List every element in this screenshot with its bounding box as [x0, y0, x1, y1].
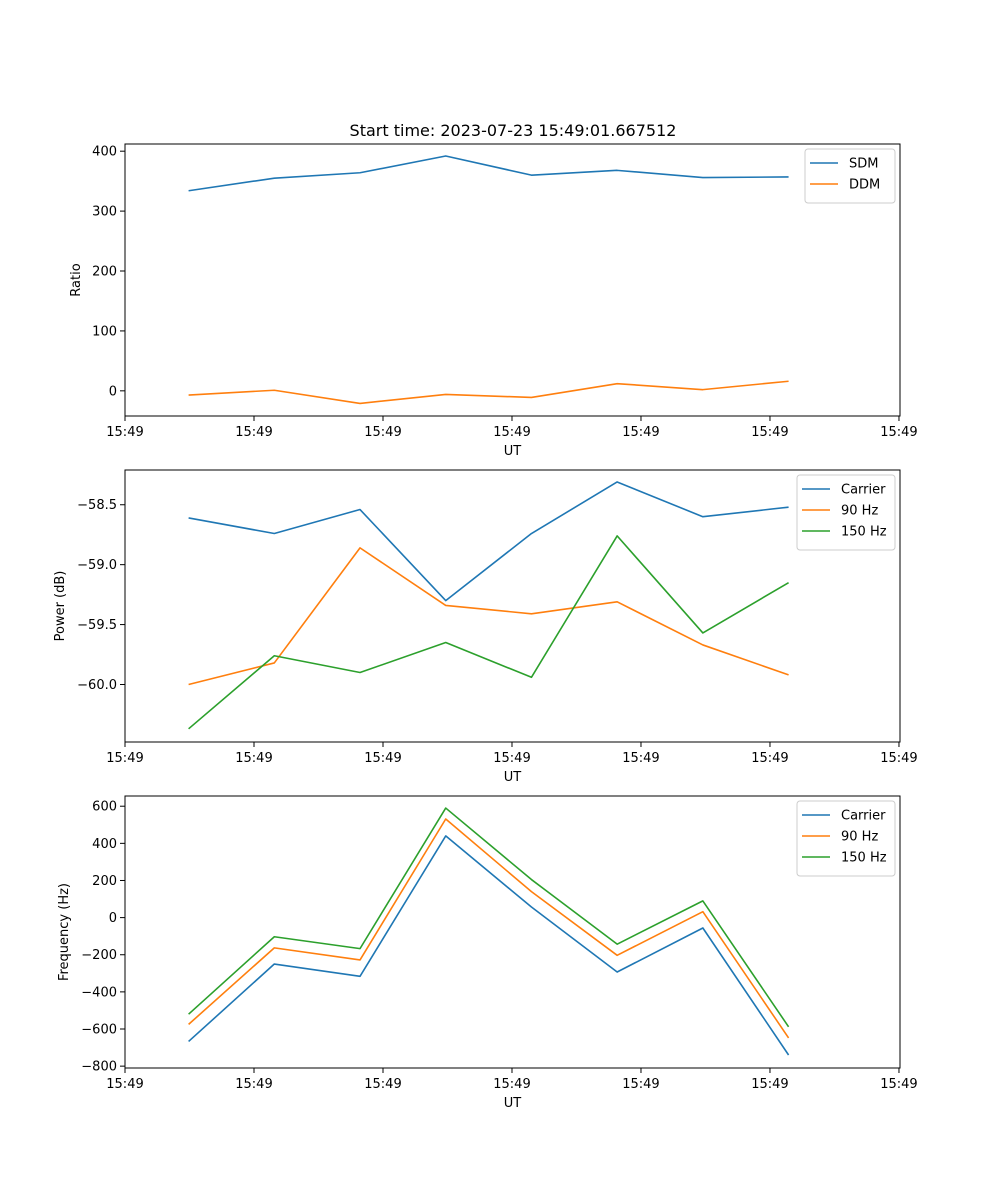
x-tick-label: 15:49 [235, 1077, 272, 1092]
y-tick-label: −400 [81, 985, 117, 1000]
x-tick-label: 15:49 [106, 751, 143, 766]
subplot-power: 15:49 15:49 15:49 15:49 15:49 15:49 15:49 −60.0… [53, 469, 918, 785]
series-line-sdm [188, 155, 789, 192]
y-tick-label: −58.5 [77, 498, 117, 513]
x-tick-label: 15:49 [235, 751, 272, 766]
y-tick-label: 200 [92, 265, 117, 280]
y-tick-label: −600 [81, 1023, 117, 1038]
y-tick-label: 100 [92, 324, 117, 339]
legend: Carrier 90 Hz 150 Hz [796, 800, 896, 877]
legend-label: DDM [849, 178, 880, 193]
legend: Carrier 90 Hz 150 Hz [796, 474, 896, 551]
plot-frame [124, 469, 901, 743]
x-tick-label: 15:49 [880, 425, 917, 440]
x-tick-label: 15:49 [880, 1077, 917, 1092]
x-tick-label: 15:49 [364, 751, 401, 766]
x-tick-label: 15:49 [751, 1077, 788, 1092]
x-tick-label: 15:49 [880, 751, 917, 766]
y-tick-label: −200 [81, 948, 117, 963]
y-axis-label: Ratio [69, 263, 84, 296]
legend-label: 90 Hz [841, 830, 878, 845]
y-tick-label: −800 [81, 1060, 117, 1075]
series-line-150-hz [188, 807, 790, 1028]
y-tick-label: 200 [92, 874, 117, 889]
x-axis-label: UT [504, 770, 522, 785]
y-tick-label: 400 [92, 145, 117, 160]
series-line-carrier [188, 835, 790, 1056]
x-tick-label: 15:49 [751, 751, 788, 766]
x-tick-label: 15:49 [106, 425, 143, 440]
legend-label: 150 Hz [841, 525, 887, 540]
y-tick-label: 600 [92, 800, 117, 815]
subplot-frequency: 15:49 15:49 15:49 15:49 15:49 15:49 15:49 −800 −… [57, 795, 918, 1111]
figure-title: Start time: 2023-07-23 15:49:01.667512 [350, 121, 677, 140]
legend-label: Carrier [841, 809, 886, 824]
legend: SDM DDM [804, 148, 896, 204]
y-tick-label: 400 [92, 837, 117, 852]
series-line-carrier [188, 481, 789, 602]
y-axis-label: Power (dB) [53, 571, 68, 642]
series-line-150-hz [188, 535, 789, 730]
plot-frame [124, 143, 901, 417]
y-tick-label: −59.5 [77, 618, 117, 633]
legend-label: 90 Hz [841, 504, 878, 519]
y-tick-label: −60.0 [77, 678, 117, 693]
x-axis-label: UT [504, 444, 522, 459]
x-tick-label: 15:49 [751, 425, 788, 440]
x-tick-label: 15:49 [622, 1077, 659, 1092]
y-tick-label: 0 [109, 384, 117, 399]
x-tick-label: 15:49 [364, 1077, 401, 1092]
series-line-90-hz [188, 547, 789, 686]
legend-label: Carrier [841, 483, 886, 498]
y-tick-label: 0 [109, 911, 117, 926]
legend-label: SDM [849, 157, 878, 172]
x-tick-label: 15:49 [622, 751, 659, 766]
legend-label: 150 Hz [841, 851, 887, 866]
y-axis-label: Frequency (Hz) [57, 883, 72, 981]
plot-frame [124, 795, 901, 1069]
series-line-90-hz [188, 818, 790, 1039]
y-tick-label: 300 [92, 205, 117, 220]
x-tick-label: 15:49 [622, 425, 659, 440]
x-tick-label: 15:49 [364, 425, 401, 440]
x-tick-label: 15:49 [493, 751, 530, 766]
y-tick-label: −59.0 [77, 558, 117, 573]
x-tick-label: 15:49 [106, 1077, 143, 1092]
subplot-ratio: 15:49 15:49 15:49 15:49 15:49 15:49 15:49 0 100 2… [69, 143, 918, 459]
x-tick-label: 15:49 [493, 425, 530, 440]
series-line-ddm [188, 380, 789, 405]
x-tick-label: 15:49 [493, 1077, 530, 1092]
x-axis-label: UT [504, 1096, 522, 1111]
x-tick-label: 15:49 [235, 425, 272, 440]
